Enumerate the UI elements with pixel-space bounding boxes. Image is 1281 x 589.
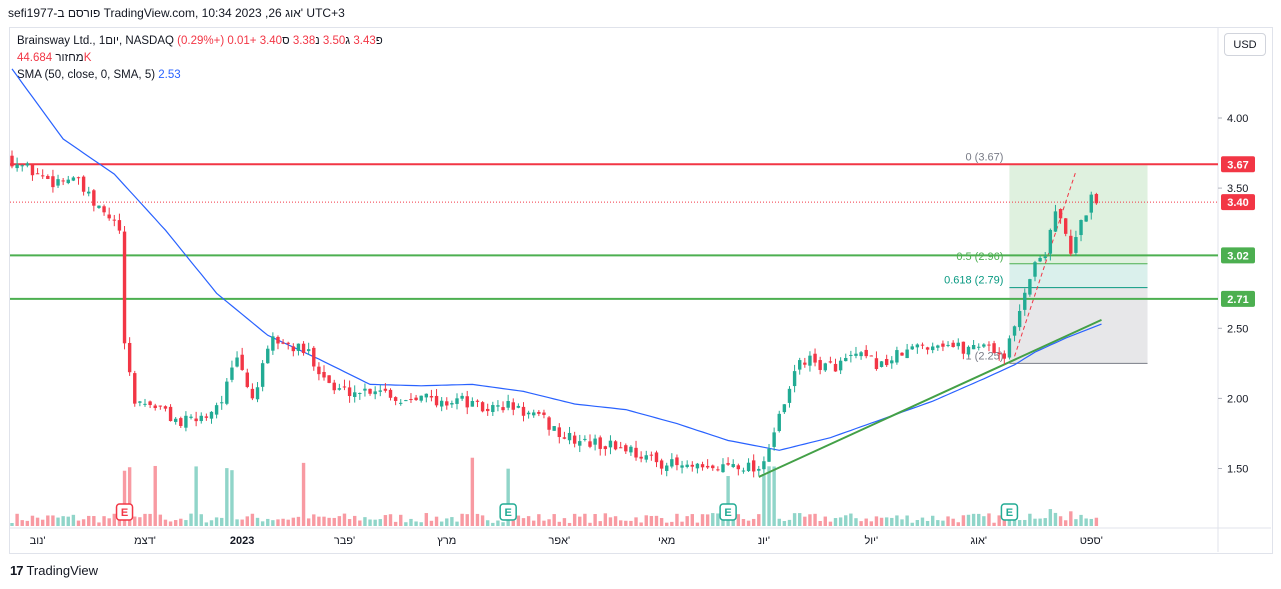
footer-brand[interactable]: TradingView [26, 563, 99, 578]
volume-label[interactable]: מחזור [55, 52, 84, 64]
sma-legend: SMA (50, close, 0, SMA, 5) 2.53 [17, 69, 181, 81]
close-value: 3.40 [259, 35, 283, 47]
chart-frame [9, 27, 1273, 554]
high-value: 3.50 [322, 35, 346, 47]
currency-button[interactable]: USD [1224, 33, 1266, 56]
high-label: ג [345, 35, 351, 47]
open-label: פ [375, 35, 383, 47]
change-value: +0.01 (+0.29%) [177, 35, 257, 47]
volume-value: 44.684K [17, 52, 92, 64]
sma-label[interactable]: SMA (50, close, 0, SMA, 5) [17, 69, 156, 81]
volume-legend: מחזור 44.684K [17, 52, 91, 64]
low-value: 3.38 [292, 35, 316, 47]
sma-value: 2.53 [158, 69, 181, 81]
tradingview-logo-icon[interactable]: 17 [10, 563, 24, 578]
publish-header: sefi1977-פורסם ב TradingView.com, 10:34 … [8, 6, 345, 20]
close-label: ס [282, 35, 290, 47]
symbol-legend: Brainsway Ltd., 1יום, NASDAQ פ3.43 ג3.50… [17, 35, 383, 47]
footer: 17 TradingView [10, 563, 98, 578]
low-label: נ [315, 35, 320, 47]
open-value: 3.43 [353, 35, 376, 47]
symbol-name[interactable]: Brainsway Ltd., 1יום, NASDAQ [17, 35, 174, 47]
